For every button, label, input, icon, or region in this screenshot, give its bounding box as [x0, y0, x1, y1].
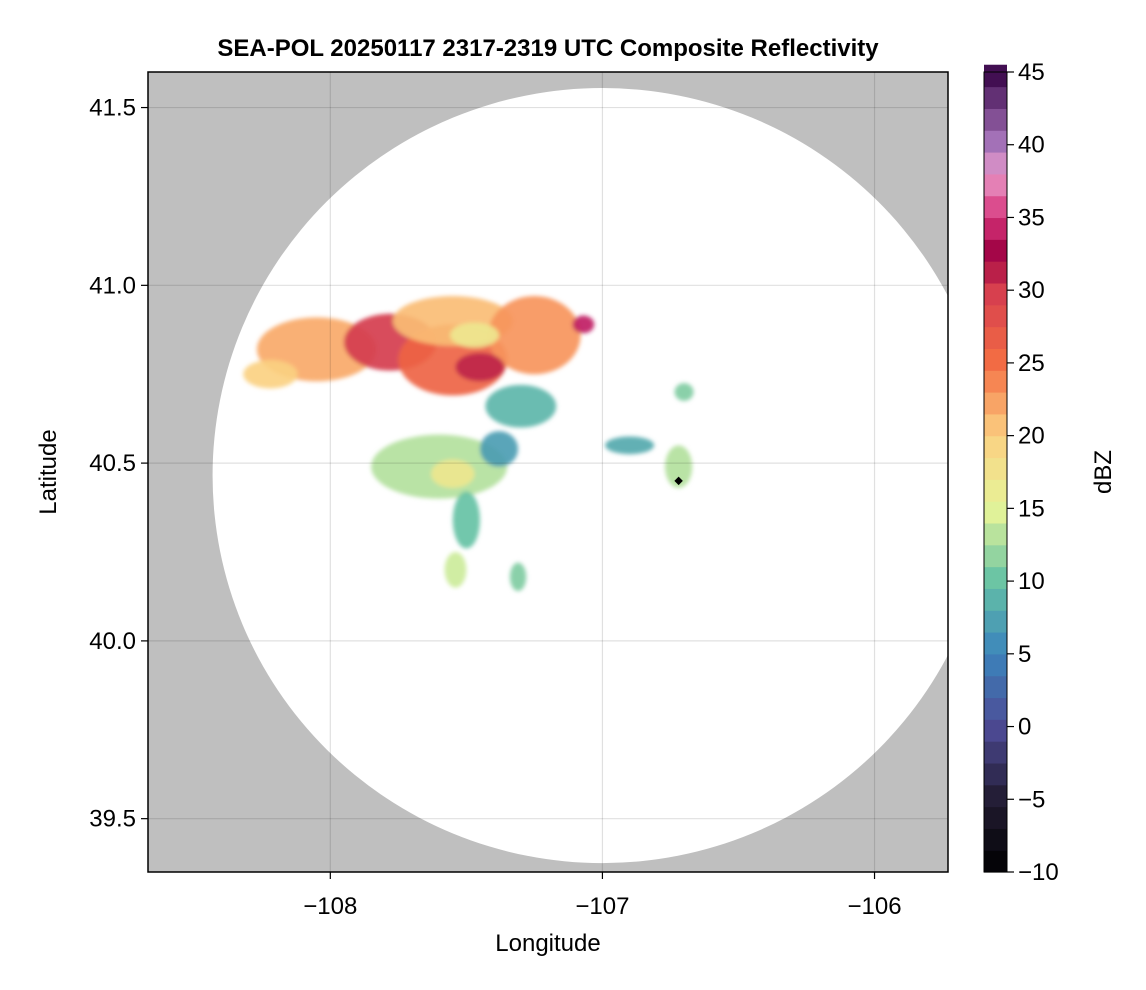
colorbar-segment [984, 610, 1007, 633]
colorbar-segment [984, 741, 1007, 764]
colorbar-segment [984, 588, 1007, 611]
echo-region [509, 562, 527, 592]
colorbar-tick-label: 20 [1018, 423, 1045, 450]
colorbar-segment [984, 413, 1007, 437]
x-tick-label: −107 [575, 893, 629, 920]
echo-region [479, 431, 519, 467]
y-tick-label: 40.0 [89, 628, 136, 655]
colorbar-segment [984, 544, 1007, 568]
echo-region [665, 445, 693, 488]
colorbar-tick-label: −5 [1018, 786, 1045, 813]
colorbar-segment [984, 152, 1007, 175]
colorbar-tick-label: 25 [1018, 350, 1045, 377]
x-axis-ticks: −108 −107 −106 [303, 872, 902, 920]
radar-range-circle [212, 88, 948, 863]
colorbar-tick-label: 10 [1018, 568, 1045, 595]
colorbar-segment [984, 675, 1007, 699]
colorbar-segment [984, 566, 1007, 589]
colorbar-segment [984, 850, 1007, 873]
x-axis-label: Longitude [495, 930, 600, 957]
colorbar-segment [984, 108, 1007, 131]
colorbar-segment [984, 632, 1007, 655]
colorbar-segment [984, 653, 1007, 677]
echo-region [455, 352, 505, 382]
chart-title: SEA-POL 20250117 2317-2319 UTC Composite… [217, 35, 879, 62]
colorbar-segment [984, 239, 1007, 262]
echo-region [488, 296, 581, 375]
colorbar-segment [984, 457, 1007, 480]
colorbar-tick-label: 0 [1018, 714, 1031, 741]
colorbar-segment [984, 195, 1007, 219]
echo-region [674, 383, 694, 401]
colorbar-tick-label: 40 [1018, 132, 1045, 159]
colorbar-segment [984, 370, 1007, 393]
echo-region [572, 315, 595, 334]
echo-region [605, 436, 655, 455]
echo-region [430, 459, 475, 488]
y-tick-label: 39.5 [89, 806, 136, 833]
colorbar-tick-label: 35 [1018, 204, 1045, 231]
colorbar-segment [984, 173, 1007, 197]
colorbar-tick-label: 45 [1018, 59, 1045, 86]
colorbar-segment [984, 522, 1007, 546]
y-axis-ticks: 39.5 40.0 40.5 41.0 41.5 [89, 95, 148, 833]
radar-site-marker [674, 476, 683, 486]
colorbar-label: dBZ [1090, 450, 1117, 494]
colorbar-tick-label: 30 [1018, 277, 1045, 304]
colorbar-segment [984, 697, 1007, 720]
y-axis-label: Latitude [35, 429, 62, 514]
echo-region [444, 552, 467, 588]
echo-region [243, 360, 298, 389]
colorbar-tick-label: 5 [1018, 641, 1031, 668]
colorbar-tick-label: 15 [1018, 495, 1045, 522]
colorbar-segment [984, 784, 1007, 808]
y-tick-label: 40.5 [89, 450, 136, 477]
echo-region [485, 384, 557, 428]
colorbar-segment [984, 217, 1007, 240]
colorbar-segment [984, 806, 1007, 829]
colorbar-tick-label: −10 [1018, 859, 1059, 886]
plot-frame [147, 71, 949, 873]
gridlines [148, 72, 948, 872]
colorbar-segment [984, 86, 1007, 109]
colorbar-segment [984, 64, 1007, 88]
colorbar-segment [984, 828, 1007, 851]
colorbar-segment [984, 261, 1007, 284]
echo-region [452, 491, 480, 549]
echo-region [450, 322, 500, 348]
colorbar-segment [984, 719, 1007, 742]
colorbar [983, 64, 1008, 873]
colorbar-segment [984, 479, 1007, 502]
colorbar-segment [984, 282, 1007, 306]
colorbar-frame [983, 71, 1008, 873]
x-tick-label: −106 [847, 893, 901, 920]
colorbar-segment [984, 130, 1007, 153]
colorbar-ticks: −10 −5 0 5 10 15 20 25 30 35 40 45 [1007, 59, 1059, 886]
echo-regions [243, 296, 694, 592]
colorbar-segment [984, 304, 1007, 328]
colorbar-segment [984, 392, 1007, 415]
colorbar-segment [984, 326, 1007, 349]
colorbar-segment [984, 762, 1007, 786]
y-tick-label: 41.0 [89, 272, 136, 299]
x-tick-label: −108 [303, 893, 357, 920]
colorbar-segment [984, 501, 1007, 524]
colorbar-segment [984, 435, 1007, 459]
colorbar-segment [984, 348, 1007, 371]
plot-area [148, 72, 948, 872]
y-tick-label: 41.5 [89, 95, 136, 122]
